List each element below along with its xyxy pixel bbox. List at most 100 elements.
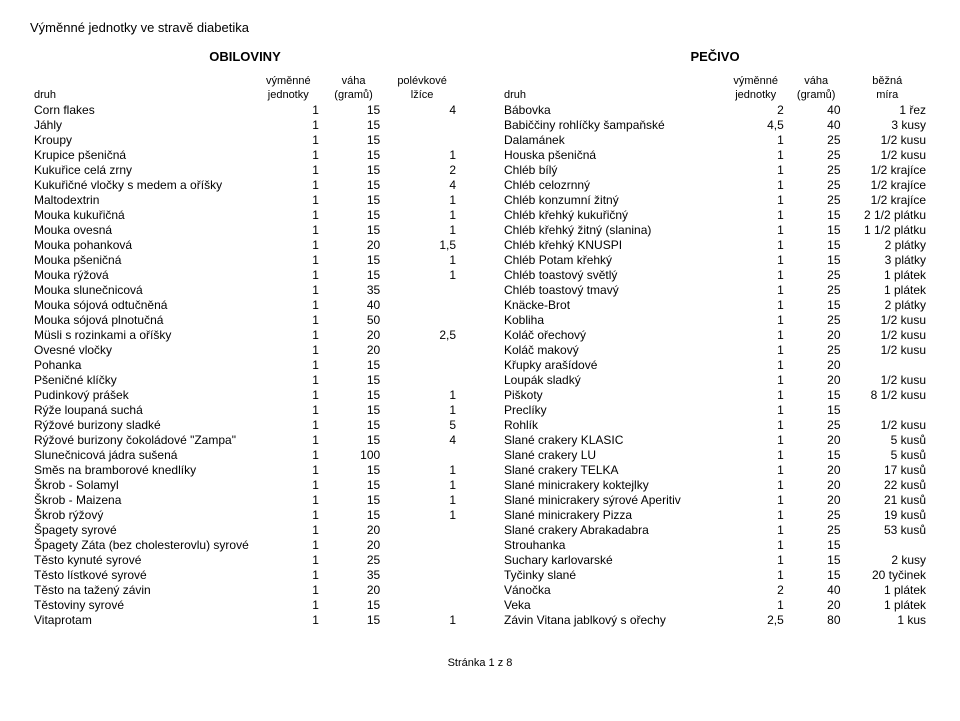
- table-row: Slané minicrakery Pizza12519 kusů: [500, 507, 930, 522]
- cell-units: 1: [724, 162, 788, 177]
- col-units-1: výměnné: [254, 74, 323, 88]
- cell-name: Kukuřice celá zrny: [30, 162, 254, 177]
- cell-units: 1: [724, 477, 788, 492]
- cell-name: Slané crakery Abrakadabra: [500, 522, 724, 537]
- table-row: Vánočka2401 plátek: [500, 582, 930, 597]
- cell-weight: 25: [788, 522, 845, 537]
- cell-name: Mouka kukuřičná: [30, 207, 254, 222]
- cell-weight: 15: [323, 462, 384, 477]
- table-row: Kukuřičné vločky s medem a oříšky1154: [30, 177, 460, 192]
- cell-measure: 1: [384, 267, 460, 282]
- table-row: Rohlík1251/2 kusu: [500, 417, 930, 432]
- cell-measure: [384, 117, 460, 132]
- cell-weight: 40: [323, 297, 384, 312]
- cell-measure: 2: [384, 162, 460, 177]
- table-row: Knäcke-Brot1152 plátky: [500, 297, 930, 312]
- cell-units: 1: [724, 222, 788, 237]
- cell-weight: 20: [788, 492, 845, 507]
- cell-weight: 15: [323, 507, 384, 522]
- table-row: Preclíky115: [500, 402, 930, 417]
- cell-units: 1: [254, 462, 323, 477]
- table-row: Dalamánek1251/2 kusu: [500, 132, 930, 147]
- cell-weight: 15: [323, 252, 384, 267]
- table-row: Mouka pšeničná1151: [30, 252, 460, 267]
- cell-name: Slané crakery KLASIC: [500, 432, 724, 447]
- cell-units: 1: [254, 582, 323, 597]
- cell-measure: 1: [384, 252, 460, 267]
- table-row: Mouka sójová odtučněná140: [30, 297, 460, 312]
- cell-units: 1: [724, 462, 788, 477]
- cell-measure: 1,5: [384, 237, 460, 252]
- cell-weight: 15: [323, 357, 384, 372]
- cell-name: Ovesné vločky: [30, 342, 254, 357]
- table-row: Špagety Záta (bez cholesterovlu) syrové1…: [30, 537, 460, 552]
- table-row: Pudinkový prášek1151: [30, 387, 460, 402]
- table-row: Bábovka2401 řez: [500, 102, 930, 117]
- cell-units: 1: [724, 267, 788, 282]
- cell-weight: 20: [323, 327, 384, 342]
- table-row: Rýžové burizony čokoládové "Zampa"1154: [30, 432, 460, 447]
- table-row: Těstoviny syrové115: [30, 597, 460, 612]
- left-section-title: OBILOVINY: [30, 49, 460, 64]
- cell-weight: 25: [788, 132, 845, 147]
- cell-weight: 15: [323, 102, 384, 117]
- cell-name: Jáhly: [30, 117, 254, 132]
- cell-units: 1: [254, 237, 323, 252]
- cell-measure: 5 kusů: [845, 447, 930, 462]
- cell-units: 4,5: [724, 117, 788, 132]
- cell-units: 1: [254, 117, 323, 132]
- cell-units: 1: [254, 372, 323, 387]
- table-row: Špagety syrové120: [30, 522, 460, 537]
- cell-units: 1: [724, 432, 788, 447]
- col-weight-1: váha: [323, 74, 384, 88]
- table-row: Slané crakery KLASIC1205 kusů: [500, 432, 930, 447]
- cell-weight: 15: [323, 222, 384, 237]
- cell-name: Těsto kynuté syrové: [30, 552, 254, 567]
- cell-units: 1: [724, 282, 788, 297]
- cell-measure: 1/2 kusu: [845, 312, 930, 327]
- cell-units: 1: [724, 447, 788, 462]
- cell-name: Špagety syrové: [30, 522, 254, 537]
- table-row: Těsto lístkové syrové135: [30, 567, 460, 582]
- cell-measure: [845, 537, 930, 552]
- cell-units: 1: [724, 567, 788, 582]
- cell-weight: 40: [788, 117, 845, 132]
- table-row: Loupák sladký1201/2 kusu: [500, 372, 930, 387]
- cell-weight: 15: [323, 492, 384, 507]
- cell-units: 2,5: [724, 612, 788, 627]
- table-row: Corn flakes1154: [30, 102, 460, 117]
- cell-weight: 25: [788, 192, 845, 207]
- page-title: Výměnné jednotky ve stravě diabetika: [30, 20, 930, 35]
- table-row: Chléb bílý1251/2 krajíce: [500, 162, 930, 177]
- cell-measure: [845, 357, 930, 372]
- cell-weight: 15: [323, 132, 384, 147]
- col-druh: druh: [500, 74, 724, 102]
- cell-units: 1: [254, 522, 323, 537]
- cell-units: 1: [254, 132, 323, 147]
- cell-name: Chléb toastový tmavý: [500, 282, 724, 297]
- table-row: Vitaprotam1151: [30, 612, 460, 627]
- cell-measure: [384, 372, 460, 387]
- cell-measure: 1: [384, 507, 460, 522]
- cell-weight: 15: [323, 372, 384, 387]
- col-weight-1: váha: [788, 74, 845, 88]
- page-footer: Stránka 1 z 8: [30, 657, 930, 669]
- table-row: Kobliha1251/2 kusu: [500, 312, 930, 327]
- table-row: Pohanka115: [30, 357, 460, 372]
- cell-name: Pšeničné klíčky: [30, 372, 254, 387]
- cell-weight: 20: [788, 462, 845, 477]
- cell-weight: 25: [788, 282, 845, 297]
- cell-measure: [384, 282, 460, 297]
- cell-units: 1: [724, 147, 788, 162]
- cell-measure: [384, 342, 460, 357]
- left-table-head: druh výměnné váha polévkové jednotky (gr…: [30, 74, 460, 102]
- cell-name: Těsto na tažený závin: [30, 582, 254, 597]
- cell-name: Chléb křehký žitný (slanina): [500, 222, 724, 237]
- cell-units: 1: [724, 312, 788, 327]
- cell-name: Chléb toastový světlý: [500, 267, 724, 282]
- cell-weight: 25: [788, 267, 845, 282]
- cell-units: 1: [254, 312, 323, 327]
- cell-units: 1: [254, 597, 323, 612]
- cell-weight: 25: [788, 312, 845, 327]
- cell-name: Mouka sójová odtučněná: [30, 297, 254, 312]
